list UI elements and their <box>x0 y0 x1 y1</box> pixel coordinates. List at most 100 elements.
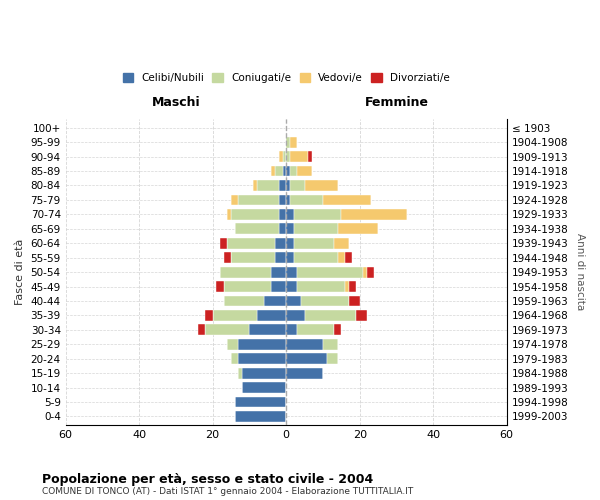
Bar <box>293 209 341 220</box>
Bar <box>297 266 364 278</box>
Bar <box>224 252 231 263</box>
Bar <box>356 310 367 321</box>
Bar <box>231 252 275 263</box>
Bar <box>290 137 297 147</box>
Bar <box>253 180 257 191</box>
Bar <box>297 324 334 336</box>
Bar <box>231 194 238 205</box>
Bar <box>305 310 356 321</box>
Bar <box>227 209 231 220</box>
Text: Popolazione per età, sesso e stato civile - 2004: Popolazione per età, sesso e stato civil… <box>42 472 373 486</box>
Bar <box>286 281 297 292</box>
Bar <box>286 137 290 147</box>
Bar <box>231 354 238 364</box>
Bar <box>293 224 338 234</box>
Bar <box>286 180 290 191</box>
Bar <box>205 310 212 321</box>
Bar <box>367 266 374 278</box>
Bar <box>297 281 345 292</box>
Bar <box>227 339 238 349</box>
Bar <box>286 166 290 176</box>
Y-axis label: Fasce di età: Fasce di età <box>15 239 25 306</box>
Y-axis label: Anni di nascita: Anni di nascita <box>575 234 585 310</box>
Bar <box>286 252 293 263</box>
Bar <box>198 324 205 336</box>
Bar <box>305 180 338 191</box>
Bar <box>334 324 341 336</box>
Bar <box>279 194 286 205</box>
Bar <box>290 151 308 162</box>
Bar <box>286 224 293 234</box>
Bar <box>238 194 279 205</box>
Bar <box>275 252 286 263</box>
Bar <box>279 209 286 220</box>
Bar <box>283 166 286 176</box>
Bar <box>286 151 290 162</box>
Bar <box>235 224 279 234</box>
Bar <box>290 194 323 205</box>
Bar <box>231 209 279 220</box>
Bar <box>286 194 290 205</box>
Bar <box>338 224 378 234</box>
Bar <box>283 151 286 162</box>
Bar <box>334 238 349 248</box>
Bar <box>217 281 224 292</box>
Bar <box>297 166 312 176</box>
Bar <box>257 180 279 191</box>
Bar <box>238 339 286 349</box>
Bar <box>275 238 286 248</box>
Bar <box>242 382 286 393</box>
Text: Femmine: Femmine <box>364 96 428 109</box>
Bar <box>290 166 297 176</box>
Bar <box>286 266 297 278</box>
Bar <box>224 281 271 292</box>
Bar <box>338 252 345 263</box>
Bar <box>286 296 301 306</box>
Bar <box>364 266 367 278</box>
Bar <box>286 310 305 321</box>
Bar <box>271 266 286 278</box>
Bar <box>293 238 334 248</box>
Bar <box>293 252 338 263</box>
Bar <box>227 238 275 248</box>
Bar <box>238 354 286 364</box>
Bar <box>326 354 338 364</box>
Legend: Celibi/Nubili, Coniugati/e, Vedovi/e, Divorziati/e: Celibi/Nubili, Coniugati/e, Vedovi/e, Di… <box>118 69 454 87</box>
Bar <box>323 194 371 205</box>
Bar <box>279 151 283 162</box>
Bar <box>308 151 312 162</box>
Bar <box>235 411 286 422</box>
Bar <box>271 166 275 176</box>
Bar <box>250 324 286 336</box>
Bar <box>279 224 286 234</box>
Bar <box>235 396 286 407</box>
Bar <box>257 310 286 321</box>
Bar <box>349 281 356 292</box>
Bar <box>341 209 407 220</box>
Bar <box>275 166 283 176</box>
Bar <box>286 368 323 378</box>
Bar <box>264 296 286 306</box>
Bar <box>323 339 338 349</box>
Bar <box>345 252 352 263</box>
Bar <box>349 296 360 306</box>
Bar <box>220 266 271 278</box>
Bar <box>220 238 227 248</box>
Bar <box>286 238 293 248</box>
Bar <box>290 180 305 191</box>
Bar <box>345 281 349 292</box>
Bar <box>238 368 242 378</box>
Bar <box>286 339 323 349</box>
Bar <box>205 324 250 336</box>
Bar <box>271 281 286 292</box>
Bar <box>212 310 257 321</box>
Bar <box>286 354 326 364</box>
Bar <box>286 209 293 220</box>
Bar <box>279 180 286 191</box>
Bar <box>286 324 297 336</box>
Text: Maschi: Maschi <box>152 96 200 109</box>
Bar <box>242 368 286 378</box>
Bar <box>224 296 264 306</box>
Text: COMUNE DI TONCO (AT) - Dati ISTAT 1° gennaio 2004 - Elaborazione TUTTITALIA.IT: COMUNE DI TONCO (AT) - Dati ISTAT 1° gen… <box>42 488 413 496</box>
Bar <box>301 296 349 306</box>
